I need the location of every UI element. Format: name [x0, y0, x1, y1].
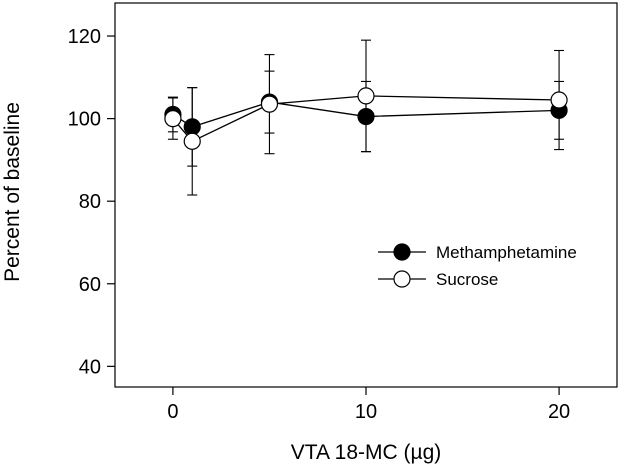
x-axis: 0 10 20: [167, 387, 570, 423]
series-markers: [164, 87, 568, 150]
legend-label-sucrose: Sucrose: [436, 270, 498, 289]
y-axis: 40 60 80 100 120: [68, 26, 115, 378]
point-methamphetamine: [357, 107, 375, 126]
point-sucrose: [357, 87, 375, 105]
x-tick-label: 20: [548, 401, 570, 423]
x-tick-label: 0: [167, 401, 178, 423]
legend-marker-methamphetamine: [393, 243, 411, 261]
point-methamphetamine: [183, 118, 201, 136]
y-tick-label: 100: [68, 109, 101, 131]
y-tick-label: 60: [79, 274, 101, 296]
y-tick-label: 120: [68, 26, 101, 48]
point-sucrose: [164, 110, 182, 128]
legend: Methamphetamine Sucrose: [378, 243, 577, 289]
legend-label-methamphetamine: Methamphetamine: [436, 243, 577, 262]
legend-marker-sucrose: [393, 270, 411, 288]
y-tick-label: 40: [79, 356, 101, 378]
y-axis-title: Percent of baseline: [1, 102, 24, 282]
point-sucrose: [260, 95, 279, 113]
point-sucrose: [550, 91, 568, 109]
x-axis-title: VTA 18-MC (µg): [291, 441, 442, 464]
point-sucrose: [183, 132, 201, 150]
series-layer: [164, 39, 568, 196]
y-tick-label: 80: [79, 191, 101, 213]
x-tick-label: 10: [355, 401, 377, 423]
